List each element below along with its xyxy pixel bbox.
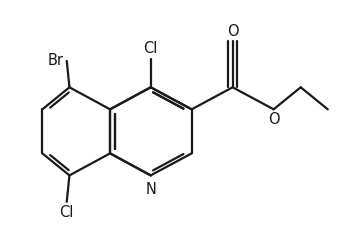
Text: O: O bbox=[268, 112, 279, 127]
Text: O: O bbox=[227, 24, 238, 39]
Text: Cl: Cl bbox=[144, 41, 158, 56]
Text: Cl: Cl bbox=[60, 205, 74, 220]
Text: N: N bbox=[145, 182, 156, 197]
Text: Br: Br bbox=[47, 53, 63, 68]
